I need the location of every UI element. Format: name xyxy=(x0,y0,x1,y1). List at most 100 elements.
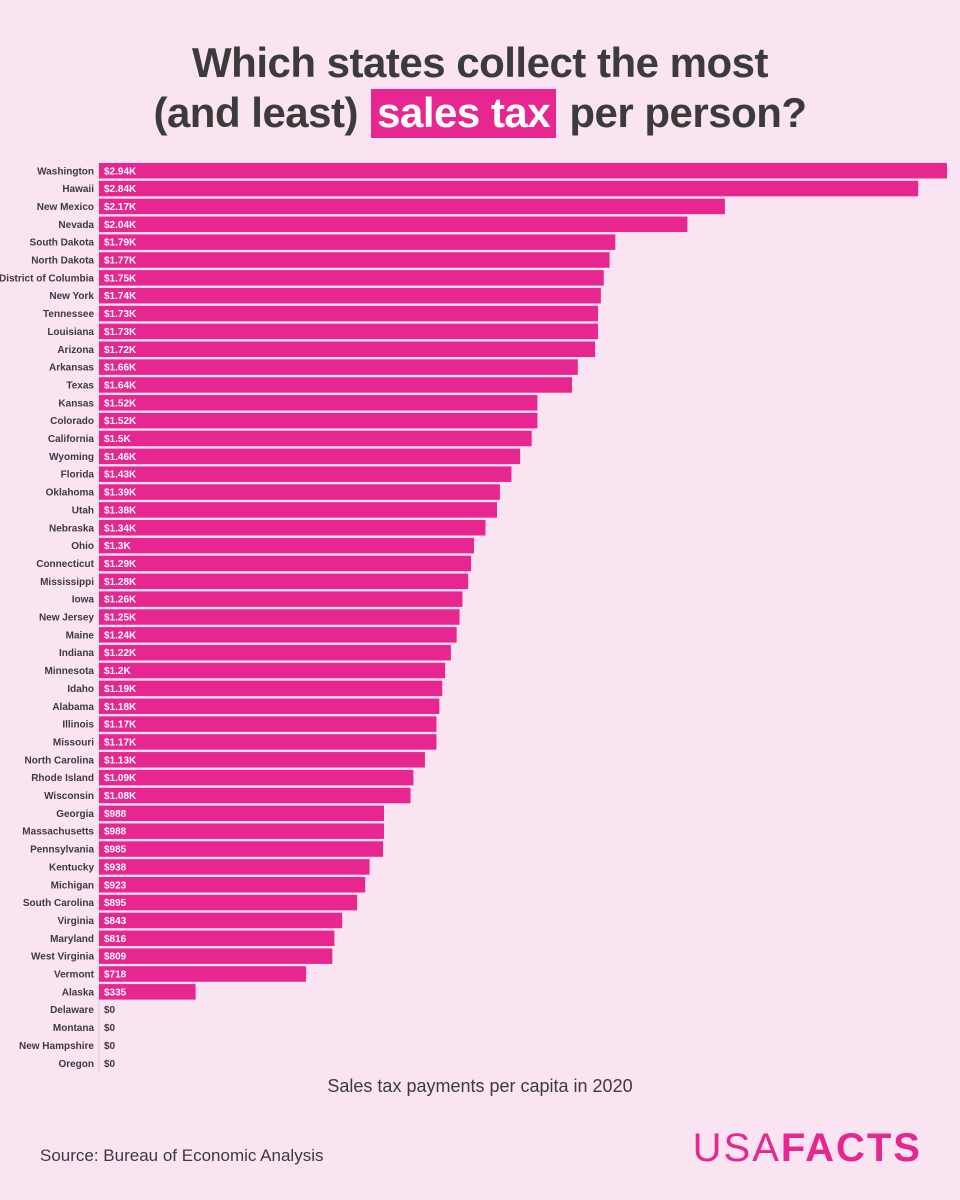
state-label: Illinois xyxy=(62,720,94,731)
value-label: $988 xyxy=(104,809,127,820)
bar xyxy=(99,752,425,768)
bar xyxy=(99,484,500,500)
value-label: $988 xyxy=(104,827,127,838)
usafacts-logo: USAFACTS xyxy=(693,1126,922,1171)
bar xyxy=(99,341,596,357)
state-label: Washington xyxy=(37,166,94,177)
value-label: $843 xyxy=(104,916,127,927)
state-label: Arkansas xyxy=(49,363,94,374)
value-label: $0 xyxy=(104,1005,116,1016)
state-label: New York xyxy=(49,291,94,302)
logo-bold-text: FACTS xyxy=(780,1126,922,1170)
value-label: $895 xyxy=(104,898,127,909)
value-label: $1.24K xyxy=(104,630,137,641)
value-label: $1.79K xyxy=(104,238,137,249)
value-label: $1.2K xyxy=(104,666,131,677)
bar xyxy=(99,716,437,732)
state-label: Maryland xyxy=(50,934,94,945)
bar xyxy=(99,573,469,590)
state-label: Connecticut xyxy=(36,559,94,570)
state-label: New Jersey xyxy=(39,613,94,624)
x-axis-label: Sales tax payments per capita in 2020 xyxy=(327,1076,633,1096)
value-label: $2.17K xyxy=(104,202,137,213)
bar xyxy=(99,163,947,179)
bar xyxy=(99,966,307,982)
bar xyxy=(99,877,366,893)
bar xyxy=(99,769,414,786)
logo-light-text: USA xyxy=(692,1126,781,1170)
bar xyxy=(99,270,604,286)
value-label: $1.08K xyxy=(104,791,137,802)
bar xyxy=(99,680,443,697)
state-label: South Carolina xyxy=(23,898,95,909)
state-label: Vermont xyxy=(54,970,95,981)
value-label: $1.74K xyxy=(104,291,137,302)
bar xyxy=(99,734,437,750)
state-label: Kansas xyxy=(58,398,94,409)
bar xyxy=(99,930,335,947)
state-label: Georgia xyxy=(56,809,94,820)
value-label: $0 xyxy=(104,1023,116,1034)
bar xyxy=(99,662,446,679)
state-label: New Mexico xyxy=(37,202,94,213)
chart-title: Which states collect the most (and least… xyxy=(0,38,960,138)
bar xyxy=(99,216,688,233)
bar xyxy=(99,984,196,1000)
state-label: Iowa xyxy=(72,595,95,606)
state-label: Wisconsin xyxy=(44,791,94,802)
value-label: $1.3K xyxy=(104,541,131,552)
value-label: $1.18K xyxy=(104,702,137,713)
state-label: Florida xyxy=(61,470,95,481)
value-label: $0 xyxy=(104,1041,116,1052)
bar xyxy=(99,323,598,340)
bar xyxy=(99,448,521,465)
value-label: $1.66K xyxy=(104,363,137,374)
value-label: $1.43K xyxy=(104,470,137,481)
value-label: $1.13K xyxy=(104,755,137,766)
state-label: Maine xyxy=(66,630,95,641)
bar xyxy=(99,395,538,411)
bar xyxy=(99,377,573,393)
state-label: Colorado xyxy=(50,416,94,427)
state-label: Alaska xyxy=(62,987,95,998)
state-label: North Carolina xyxy=(25,755,95,766)
state-label: North Dakota xyxy=(31,256,94,267)
bar xyxy=(99,644,451,661)
bar xyxy=(99,466,512,482)
value-label: $1.39K xyxy=(104,488,137,499)
bar xyxy=(99,305,598,322)
value-label: $2.94K xyxy=(104,166,137,177)
state-label: Wyoming xyxy=(49,452,94,463)
value-label: $1.17K xyxy=(104,720,137,731)
bar xyxy=(99,894,358,911)
value-label: $1.75K xyxy=(104,273,137,284)
state-label: Hawaii xyxy=(62,184,94,195)
value-label: $1.34K xyxy=(104,523,137,534)
value-label: $0 xyxy=(104,1059,116,1070)
value-label: $1.09K xyxy=(104,773,137,784)
value-label: $1.25K xyxy=(104,613,137,624)
value-label: $1.46K xyxy=(104,452,137,463)
value-label: $938 xyxy=(104,862,127,873)
state-label: Nebraska xyxy=(49,523,94,534)
source-note: Source: Bureau of Economic Analysis xyxy=(40,1146,324,1165)
state-label: Utah xyxy=(72,505,94,516)
bar xyxy=(99,627,457,643)
bar xyxy=(99,252,610,268)
state-label: California xyxy=(48,434,95,445)
state-label: Louisiana xyxy=(47,327,94,338)
title-line-1: Which states collect the most xyxy=(192,39,768,86)
value-label: $1.26K xyxy=(104,595,137,606)
bar xyxy=(99,359,578,375)
state-label: District of Columbia xyxy=(0,273,94,284)
value-label: $809 xyxy=(104,952,127,963)
state-label: Pennsylvania xyxy=(30,845,94,856)
value-label: $1.22K xyxy=(104,648,137,659)
bar xyxy=(99,948,333,964)
state-label: New Hampshire xyxy=(19,1041,94,1052)
value-label: $718 xyxy=(104,970,127,981)
title-line-2-before: (and least) xyxy=(153,89,358,136)
bar xyxy=(99,412,538,429)
bar xyxy=(99,805,384,822)
